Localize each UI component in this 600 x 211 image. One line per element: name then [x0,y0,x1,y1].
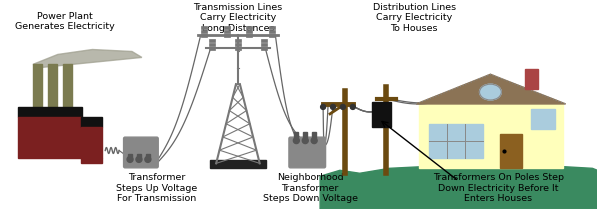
Circle shape [127,156,133,162]
Bar [202,34,207,37]
Bar [246,26,252,29]
Circle shape [145,156,151,162]
Bar [246,30,252,33]
Circle shape [350,104,355,110]
Bar [371,102,391,127]
Bar [202,26,207,29]
Bar [62,64,71,114]
Bar [235,43,241,46]
Bar [312,132,316,138]
Bar [295,132,298,138]
Bar [235,39,241,42]
Circle shape [136,156,142,162]
Text: Neighborhood
Transformer
Steps Down Voltage: Neighborhood Transformer Steps Down Volt… [263,173,358,203]
Text: Power Plant
Generates Electricity: Power Plant Generates Electricity [15,12,115,31]
Text: Transformer
Steps Up Voltage
For Transmission: Transformer Steps Up Voltage For Transmi… [116,173,197,203]
Polygon shape [416,74,566,104]
Bar [128,154,132,160]
Bar [224,34,230,37]
Polygon shape [33,50,142,67]
Bar [261,43,266,46]
Bar [269,26,275,29]
Bar [137,154,141,160]
Text: Transmission Lines
Carry Electricity
Long Distances: Transmission Lines Carry Electricity Lon… [193,3,283,33]
Ellipse shape [479,84,502,100]
Bar [261,47,266,50]
Circle shape [311,138,317,143]
Bar [209,43,215,46]
Bar [531,109,555,129]
Bar [224,30,230,33]
Circle shape [293,138,299,143]
Bar [429,124,484,158]
FancyBboxPatch shape [124,137,158,168]
Bar [18,117,82,158]
Text: Transformers On Poles Step
Down Electricity Before It
Enters Houses: Transformers On Poles Step Down Electric… [433,173,564,203]
Bar [210,160,266,168]
Circle shape [302,138,308,143]
Bar [209,47,215,50]
Bar [209,39,215,42]
Bar [224,26,230,29]
Bar [48,64,57,114]
Bar [146,154,150,160]
Circle shape [340,104,346,110]
Bar [80,158,102,163]
Bar [80,117,102,127]
Bar [261,39,266,42]
Bar [303,132,307,138]
Bar [33,64,42,114]
Circle shape [320,104,326,110]
Bar [500,134,522,168]
Bar [525,69,538,89]
Bar [269,34,275,37]
Circle shape [331,104,335,110]
Bar [269,30,275,33]
Bar [202,30,207,33]
Bar [235,47,241,50]
Bar [18,107,82,117]
Polygon shape [320,163,598,209]
FancyBboxPatch shape [289,137,326,168]
Bar [246,34,252,37]
Text: Distribution Lines
Carry Electricity
To Houses: Distribution Lines Carry Electricity To … [373,3,456,33]
Bar [419,104,563,168]
Bar [80,127,102,158]
